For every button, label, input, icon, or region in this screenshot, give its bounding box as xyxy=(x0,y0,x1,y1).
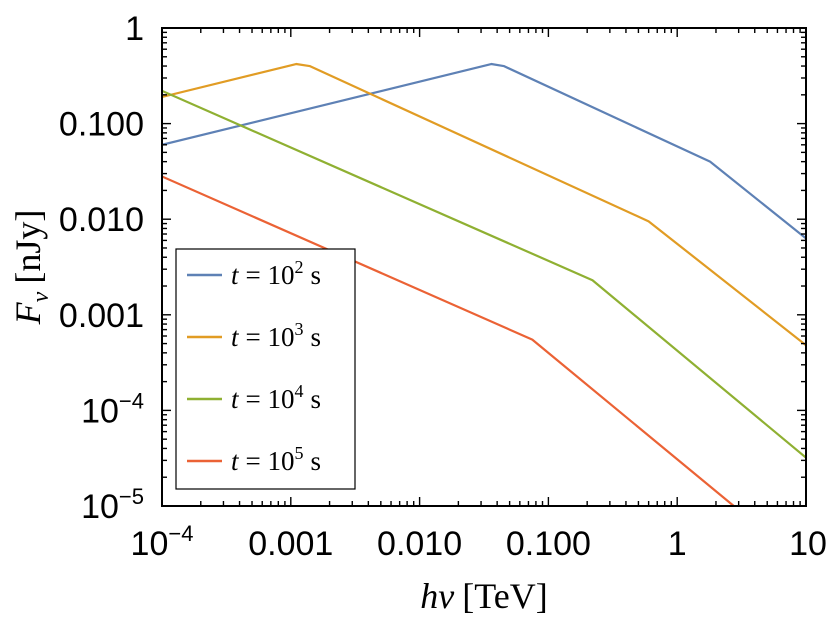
x-axis-title: hν [TeV] xyxy=(420,576,547,616)
series-line-4 xyxy=(162,175,735,506)
ticks-layer xyxy=(161,27,807,507)
x-tick-label: 0.010 xyxy=(377,525,462,563)
y-tick-label: 0.001 xyxy=(59,297,144,335)
legend-box xyxy=(175,248,356,490)
y-tick-label: 10−5 xyxy=(81,484,144,526)
y-tick-label: 10−4 xyxy=(81,388,144,430)
x-tick-labels: 10−4 0.001 0.010 0.100 1 10 xyxy=(131,521,827,563)
legend-label-2: t = 103 s xyxy=(231,319,321,352)
plot-frame xyxy=(161,27,807,507)
y-axis-title-main: F xyxy=(8,301,48,325)
series-line-1 xyxy=(162,62,806,240)
y-tick-labels: 10−5 10−4 0.001 0.010 0.100 1 xyxy=(59,10,144,526)
y-axis-title: Fν [nJy] xyxy=(8,210,54,326)
x-axis-title-unit: [TeV] xyxy=(462,576,547,616)
legend-label-4: t = 105 s xyxy=(231,443,321,476)
x-tick-label: 1 xyxy=(668,525,687,563)
y-tick-label: 1 xyxy=(125,10,144,48)
x-axis-title-main: hν xyxy=(420,576,454,616)
series-layer xyxy=(162,62,806,506)
x-tick-label: 0.100 xyxy=(506,525,591,563)
series-line-3 xyxy=(162,89,806,459)
y-tick-label: 0.010 xyxy=(59,201,144,239)
svg-text:Fν[nJy]: Fν [nJy] xyxy=(8,210,54,326)
x-tick-label: 0.001 xyxy=(248,525,333,563)
x-tick-label: 10−4 xyxy=(131,521,194,563)
y-tick-label: 0.100 xyxy=(59,106,144,144)
x-tick-label: 10 xyxy=(789,525,827,563)
y-axis-title-unit: [nJy] xyxy=(8,210,48,284)
legend-label-3: t = 104 s xyxy=(231,381,321,414)
series-line-2 xyxy=(162,62,806,347)
y-axis-title-sub: ν xyxy=(28,291,54,302)
legend-label-1: t = 102 s xyxy=(231,257,321,290)
